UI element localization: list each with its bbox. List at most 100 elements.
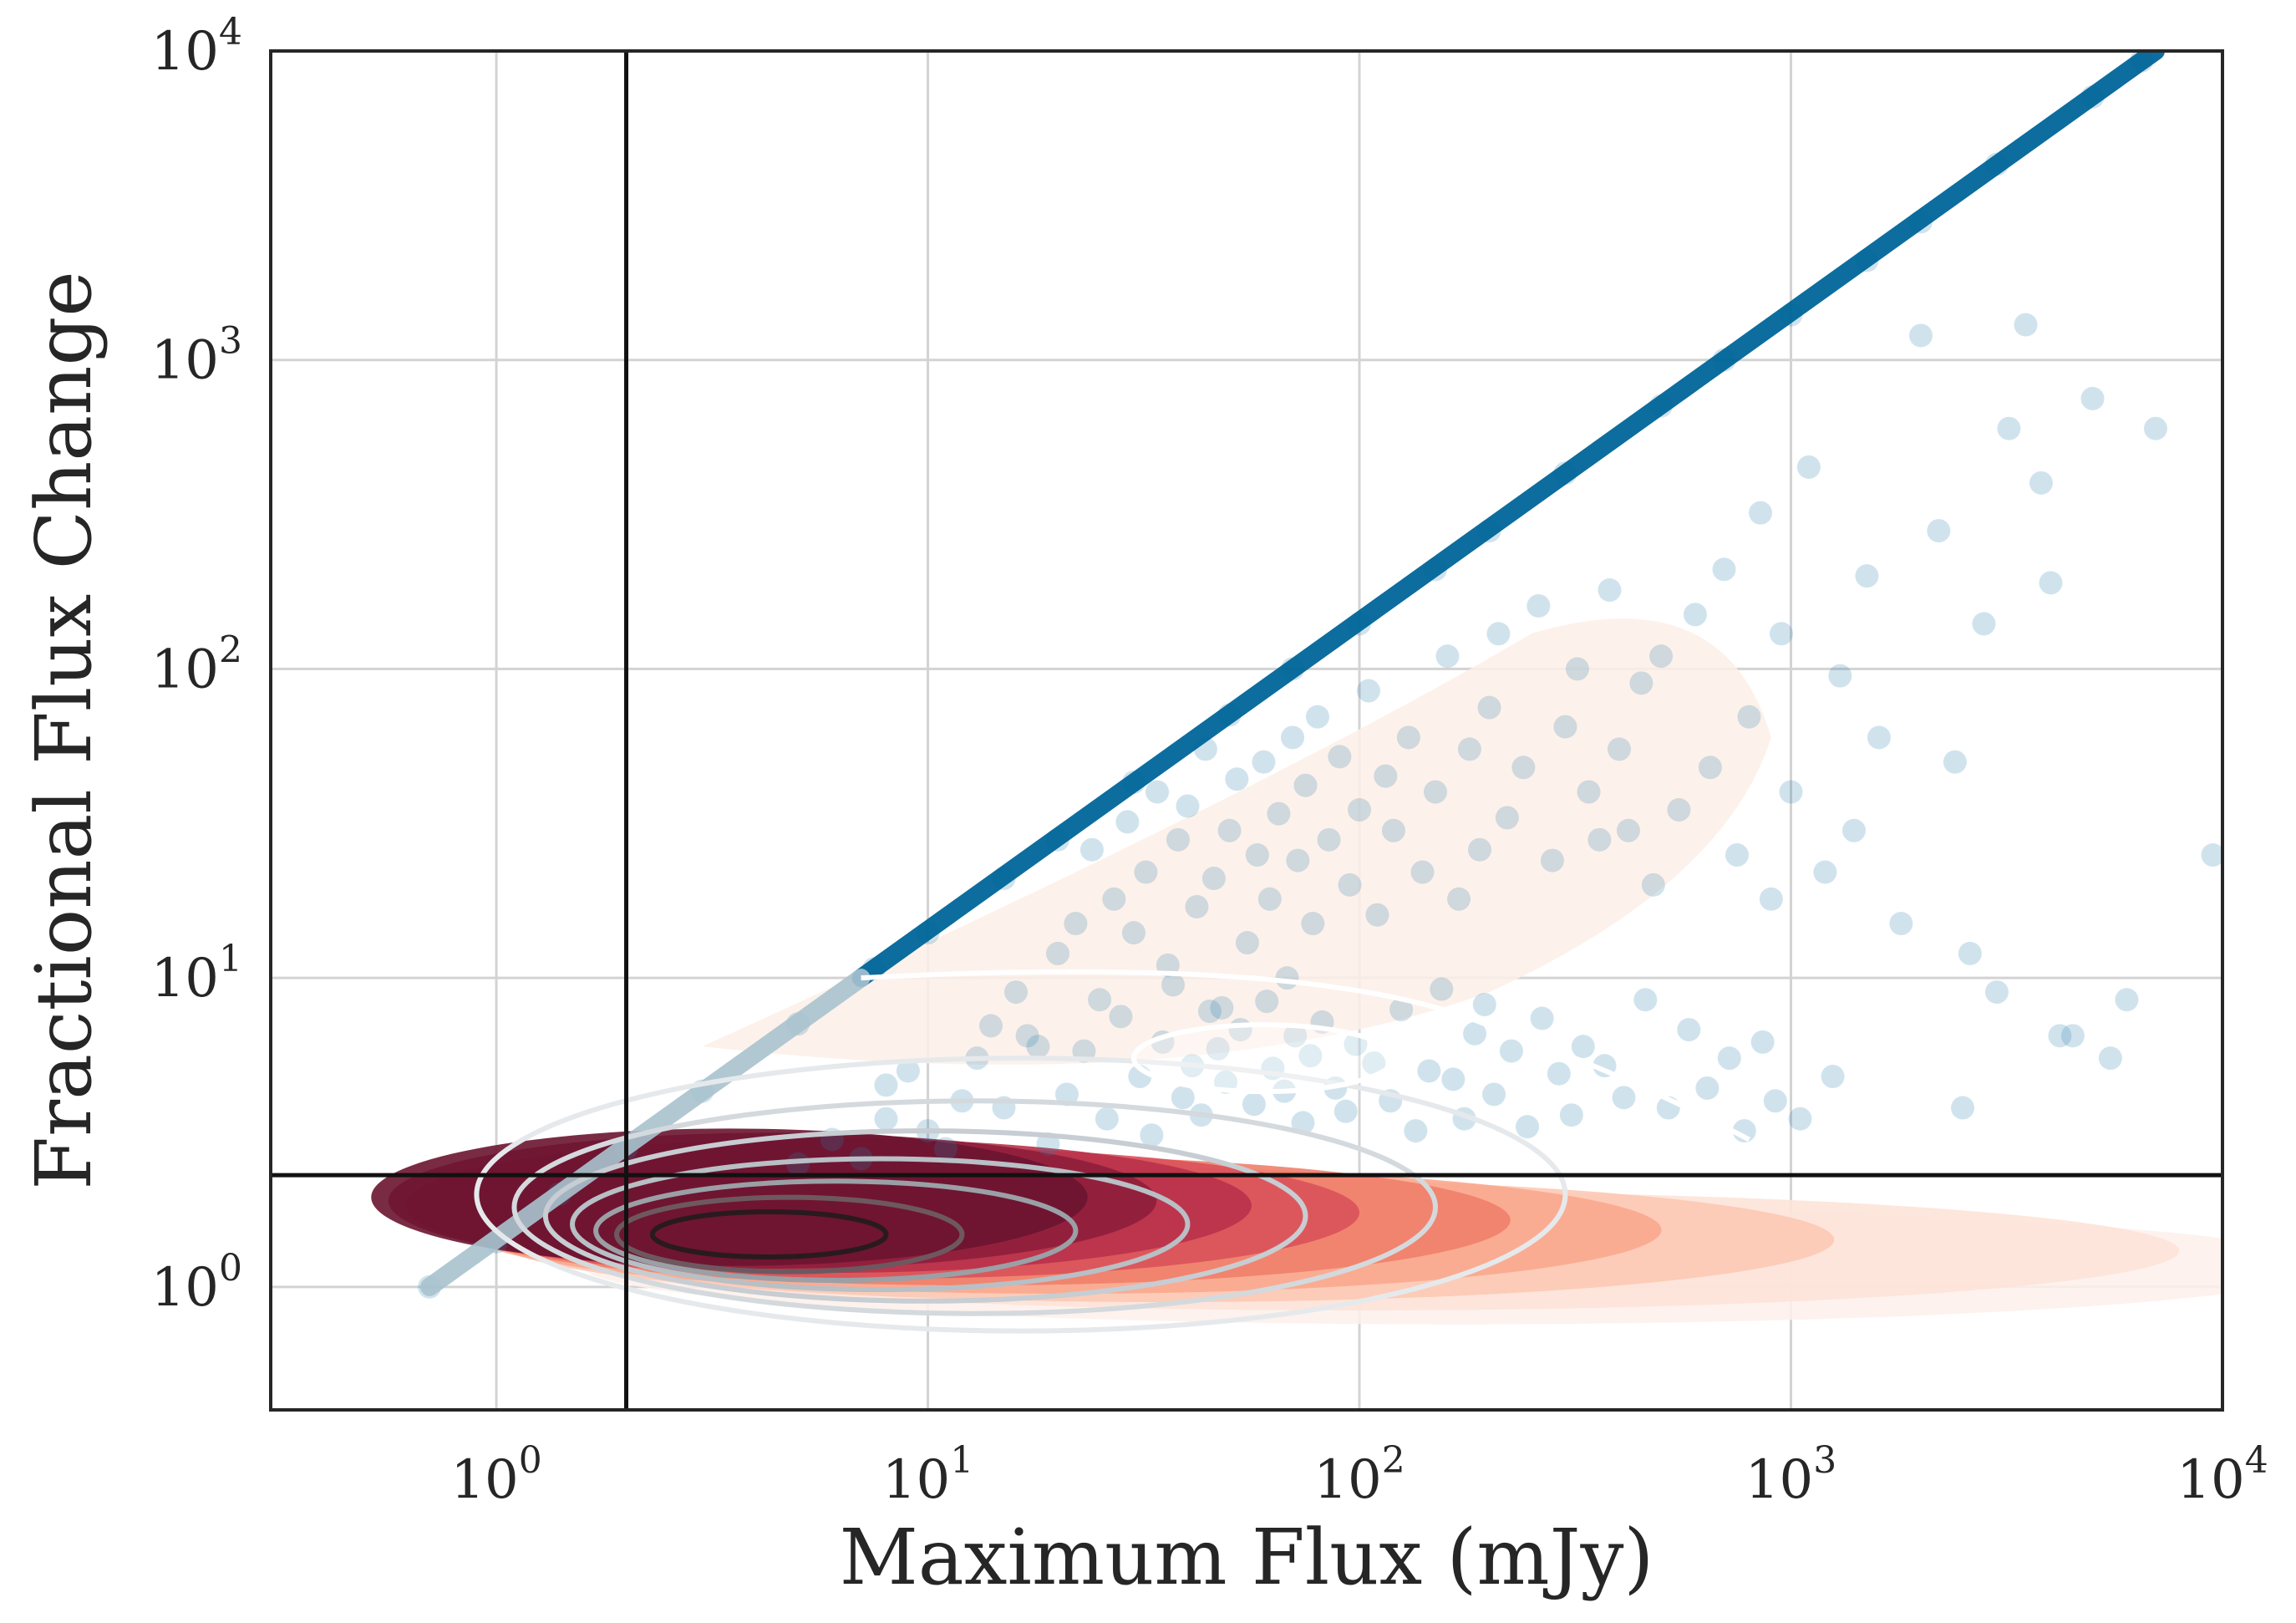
scatter-point xyxy=(2039,571,2063,595)
scatter-point xyxy=(1252,750,1276,774)
scatter-point xyxy=(2098,1046,2122,1071)
y-tick-label: 102 xyxy=(151,628,242,700)
scatter-point xyxy=(1161,973,1186,997)
y-axis-title: Fractional Flux Change xyxy=(19,271,109,1189)
scatter-point xyxy=(2080,386,2105,410)
scatter-point xyxy=(1365,903,1389,927)
scatter-point xyxy=(1559,1103,1583,1127)
scatter-point xyxy=(1293,773,1318,797)
scatter-point xyxy=(1064,912,1088,936)
scatter-point xyxy=(1737,705,1761,729)
scatter-point xyxy=(1242,1092,1266,1117)
scatter-point xyxy=(933,1137,958,1161)
scatter-point xyxy=(1547,1061,1571,1086)
scatter-point xyxy=(1511,756,1536,780)
scatter-point xyxy=(1430,977,1454,1001)
scatter-point xyxy=(1435,644,1460,669)
contour-line xyxy=(649,1209,889,1260)
scatter-point xyxy=(1587,827,1612,852)
scatter-point xyxy=(1495,806,1519,830)
scatter-point xyxy=(1482,1082,1506,1107)
scatter-point xyxy=(1565,657,1589,681)
scatter-point xyxy=(1667,798,1691,822)
contour-line xyxy=(474,1056,1568,1334)
scatter-point xyxy=(1201,867,1226,891)
scatter-point xyxy=(1770,622,1794,646)
y-tick-label: 100 xyxy=(151,1247,242,1319)
scatter-point xyxy=(1003,980,1028,1005)
scatter-point xyxy=(1447,887,1471,911)
scatter-point xyxy=(1109,1005,1133,1029)
scatter-point xyxy=(1441,1067,1465,1091)
scatter-point xyxy=(1257,887,1282,911)
scatter-point xyxy=(874,1107,898,1131)
scatter-point xyxy=(1423,780,1447,804)
scatter-point xyxy=(1381,818,1405,842)
scatter-point xyxy=(1088,988,1112,1012)
scatter-point xyxy=(1417,1059,1441,1083)
x-axis-title: Maximum Flux (mJy) xyxy=(840,1513,1654,1602)
scatter-point xyxy=(1134,860,1158,884)
scatter-point xyxy=(1197,1000,1222,1024)
scatter-point xyxy=(1841,818,1866,842)
scatter-point xyxy=(1079,837,1104,862)
scatter-point xyxy=(2143,416,2167,440)
x-tick-label: 100 xyxy=(450,1439,541,1511)
scatter-point xyxy=(1176,794,1200,818)
contour-line xyxy=(511,1098,1438,1316)
x-tick-label: 103 xyxy=(1745,1439,1836,1511)
scatter-point xyxy=(1374,764,1398,788)
scatter-point xyxy=(1759,887,1783,911)
scatter-point xyxy=(1245,843,1269,867)
contour-line xyxy=(542,1128,1308,1304)
scatter-point xyxy=(1997,416,2021,440)
scatter-point xyxy=(1712,557,1736,582)
scatter-point xyxy=(1206,1036,1230,1061)
scatter-point xyxy=(1813,860,1837,884)
plot-frame xyxy=(269,49,2224,1412)
scatter-point xyxy=(1629,671,1653,695)
scatter-point xyxy=(1598,578,1622,603)
scatter-point xyxy=(1943,750,1967,774)
scatter-point xyxy=(1958,941,1982,965)
scatter-point xyxy=(1317,827,1341,852)
scatter-point xyxy=(1102,887,1126,911)
scatter-point xyxy=(1763,1089,1787,1113)
scatter-point xyxy=(1796,455,1821,479)
scatter-point xyxy=(786,1152,810,1176)
scatter-point xyxy=(1571,1035,1595,1059)
x-tick-label: 101 xyxy=(882,1439,973,1511)
scatter-point xyxy=(1553,715,1577,739)
scatter-point xyxy=(1348,798,1372,822)
scatter-point xyxy=(2048,1024,2072,1048)
contour-island xyxy=(1130,1022,1396,1095)
x-axis-ticks: 100 101 102 103 104 xyxy=(450,1439,2268,1511)
scatter-point xyxy=(1828,664,1852,688)
scatter-point xyxy=(1607,737,1631,761)
x-tick-label: 102 xyxy=(1313,1439,1405,1511)
scatter-point xyxy=(1140,1123,1164,1147)
scatter-point xyxy=(979,1014,1003,1038)
scatter-point xyxy=(1984,980,2009,1005)
scatter-point xyxy=(1477,695,1501,720)
scatter-point xyxy=(1333,1099,1358,1123)
y-tick-label: 104 xyxy=(151,11,242,83)
scatter-point xyxy=(1951,1096,1975,1120)
scatter-point xyxy=(1356,679,1380,703)
x-tick-label: 104 xyxy=(2177,1439,2268,1511)
scatter-point xyxy=(2060,1024,2085,1048)
scatter-point xyxy=(1095,1107,1119,1131)
scatter-point xyxy=(1338,873,1362,897)
scatter-point xyxy=(1641,873,1665,897)
scatter-point xyxy=(1717,1046,1741,1071)
scatter-point xyxy=(1516,1115,1540,1139)
scatter-point xyxy=(1927,519,1951,543)
scatter-point xyxy=(1235,931,1259,955)
scatter-point xyxy=(2201,843,2222,867)
scatter-points xyxy=(418,51,2222,1299)
scatter-point xyxy=(1486,622,1511,646)
y-tick-label: 101 xyxy=(151,938,242,1010)
density-tongue xyxy=(702,618,1771,1065)
scatter-point xyxy=(1410,860,1435,884)
